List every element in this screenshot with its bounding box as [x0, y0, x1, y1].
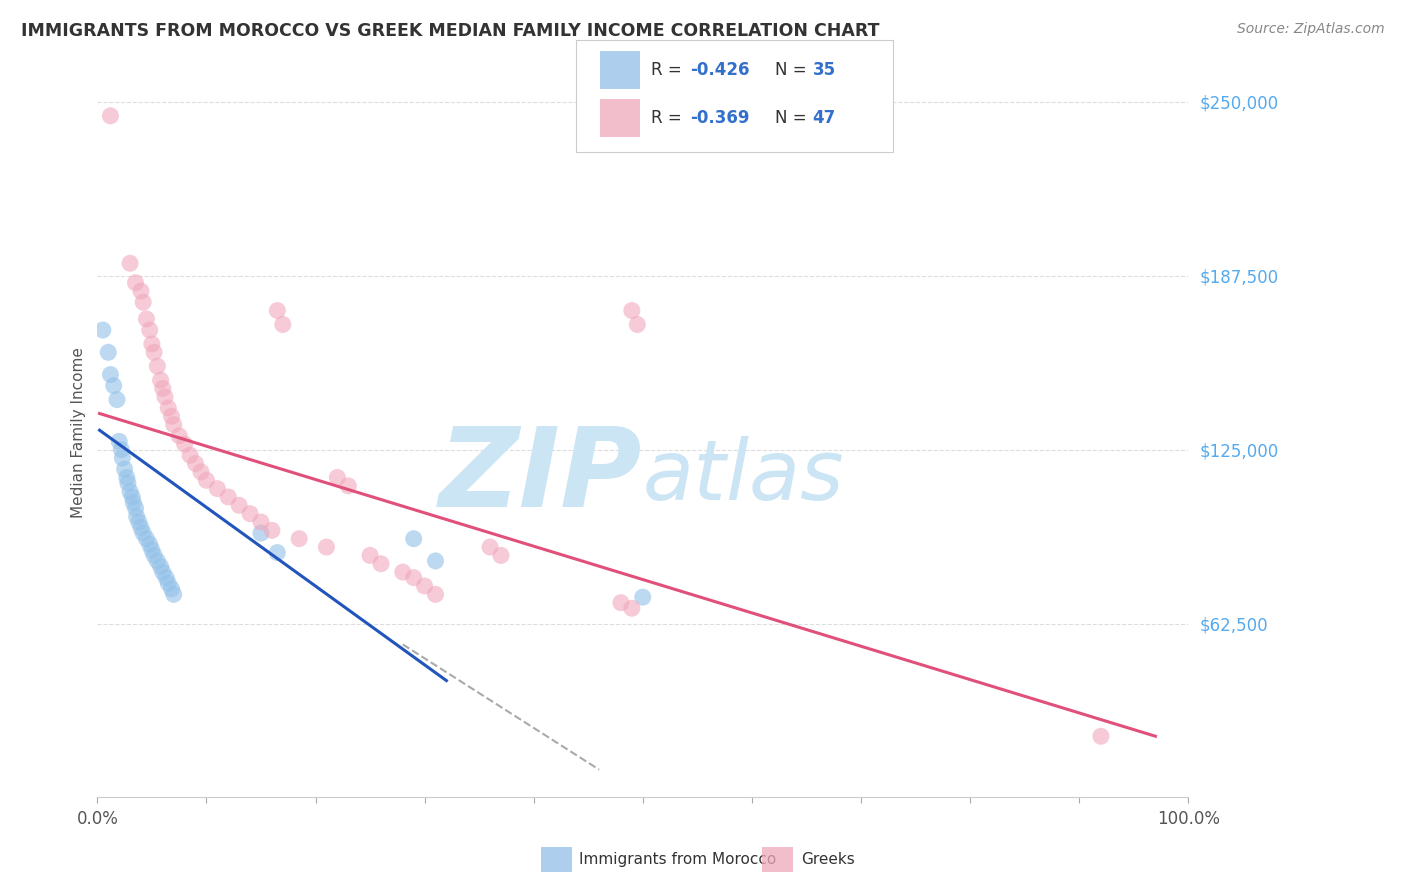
Point: [370, 557, 392, 571]
Text: 35: 35: [813, 61, 835, 79]
Point: [146, 554, 169, 568]
Point: [129, 520, 152, 534]
Point: [266, 546, 288, 560]
Text: R =: R =: [651, 61, 688, 79]
Point: [163, 417, 186, 432]
Point: [391, 565, 413, 579]
Point: [152, 381, 174, 395]
Point: [153, 390, 176, 404]
Point: [138, 323, 160, 337]
Point: [228, 498, 250, 512]
Point: [620, 601, 643, 615]
Text: N =: N =: [775, 61, 811, 79]
Point: [157, 401, 180, 415]
Text: -0.369: -0.369: [690, 109, 749, 128]
Point: [610, 596, 633, 610]
Point: [143, 345, 166, 359]
Point: [207, 482, 229, 496]
Point: [266, 303, 288, 318]
Point: [626, 318, 648, 332]
Point: [149, 559, 172, 574]
Point: [425, 587, 447, 601]
Point: [124, 501, 146, 516]
Point: [91, 323, 114, 337]
Point: [217, 490, 239, 504]
Point: [97, 345, 120, 359]
Point: [135, 532, 157, 546]
Point: [413, 579, 436, 593]
Point: [132, 295, 155, 310]
Point: [128, 515, 150, 529]
Point: [160, 582, 183, 596]
Point: [479, 540, 502, 554]
Point: [120, 484, 142, 499]
Point: [111, 450, 134, 465]
Text: N =: N =: [775, 109, 811, 128]
Point: [100, 109, 122, 123]
Point: [402, 532, 425, 546]
Point: [184, 457, 207, 471]
Text: atlas: atlas: [643, 436, 845, 517]
Point: [121, 490, 143, 504]
Point: [146, 359, 169, 374]
Point: [143, 549, 166, 563]
Point: [117, 476, 139, 491]
Point: [138, 537, 160, 551]
Point: [110, 442, 132, 457]
Point: [239, 507, 262, 521]
Point: [120, 256, 142, 270]
Point: [620, 303, 643, 318]
Point: [103, 378, 125, 392]
Point: [326, 470, 349, 484]
Point: [173, 437, 195, 451]
Point: [337, 479, 360, 493]
Point: [167, 429, 190, 443]
Point: [115, 470, 138, 484]
Point: [152, 565, 174, 579]
Point: [631, 590, 654, 604]
Text: -0.426: -0.426: [690, 61, 749, 79]
Point: [163, 587, 186, 601]
Point: [1090, 729, 1112, 743]
Point: [160, 409, 183, 424]
Point: [315, 540, 337, 554]
Text: R =: R =: [651, 109, 688, 128]
Point: [157, 576, 180, 591]
Point: [132, 526, 155, 541]
Text: IMMIGRANTS FROM MOROCCO VS GREEK MEDIAN FAMILY INCOME CORRELATION CHART: IMMIGRANTS FROM MOROCCO VS GREEK MEDIAN …: [21, 22, 880, 40]
Point: [195, 473, 218, 487]
Point: [425, 554, 447, 568]
Point: [149, 373, 172, 387]
Point: [359, 549, 381, 563]
Point: [250, 526, 273, 541]
Point: [489, 549, 512, 563]
Point: [190, 465, 212, 479]
Point: [155, 571, 177, 585]
Text: ZIP: ZIP: [439, 423, 643, 530]
Point: [100, 368, 122, 382]
Point: [250, 515, 273, 529]
Point: [179, 448, 201, 462]
Point: [124, 276, 146, 290]
Point: [108, 434, 131, 449]
Point: [114, 462, 136, 476]
Point: [260, 524, 283, 538]
Text: Greeks: Greeks: [801, 853, 855, 867]
Point: [141, 337, 163, 351]
Point: [125, 509, 148, 524]
Point: [135, 312, 157, 326]
Y-axis label: Median Family Income: Median Family Income: [72, 348, 86, 518]
Text: Immigrants from Morocco: Immigrants from Morocco: [579, 853, 776, 867]
Point: [122, 495, 145, 509]
Point: [271, 318, 294, 332]
Text: Source: ZipAtlas.com: Source: ZipAtlas.com: [1237, 22, 1385, 37]
Point: [288, 532, 311, 546]
Point: [105, 392, 128, 407]
Point: [129, 284, 152, 298]
Point: [402, 571, 425, 585]
Point: [141, 542, 163, 557]
Text: 47: 47: [813, 109, 837, 128]
